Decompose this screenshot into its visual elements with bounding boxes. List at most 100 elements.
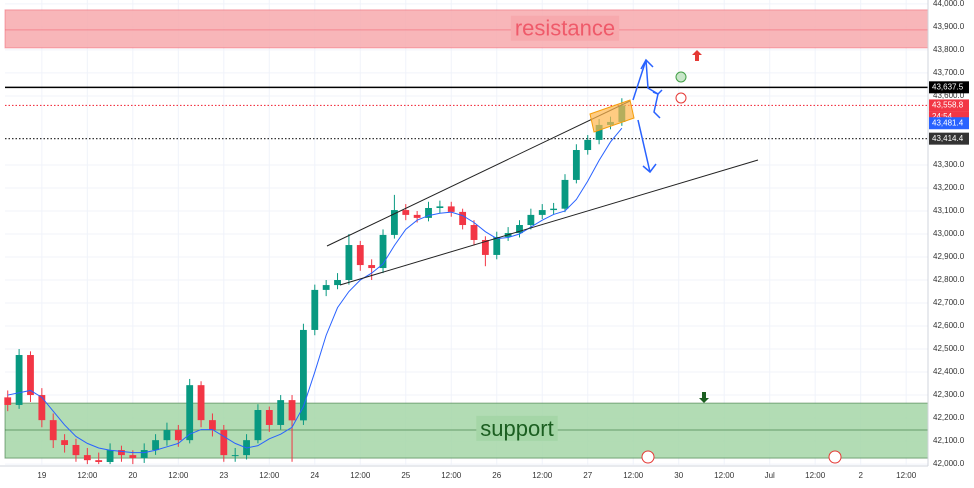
candle-body	[413, 214, 421, 218]
x-tick-label: 12:00	[441, 471, 462, 480]
y-tick-label: 43,800.0	[933, 45, 965, 54]
candle-body	[425, 207, 432, 218]
candle-body	[254, 410, 262, 441]
x-tick-label: 12:00	[259, 471, 280, 480]
x-tick-label: 12:00	[77, 471, 98, 480]
y-tick-label: 42,200.0	[933, 413, 965, 422]
candle-body	[163, 430, 171, 441]
price-label-bg	[929, 132, 969, 145]
candle-body	[61, 440, 69, 445]
candle-body	[527, 214, 535, 226]
x-tick-label: 12:00	[532, 471, 553, 480]
x-tick-label: 12:00	[896, 471, 917, 480]
candle-body	[83, 455, 91, 461]
candle-body	[470, 225, 478, 240]
projection-arrow	[637, 119, 651, 173]
up-arrow	[692, 50, 702, 61]
candle-body	[277, 400, 285, 425]
candle-body	[49, 420, 57, 441]
candle-body	[390, 210, 398, 235]
y-tick-label: 43,100.0	[933, 206, 965, 215]
axes: 42,000.0 42,100.0 42,200.0 42,300.0 42,400.0…	[37, 0, 969, 480]
candle-body	[459, 211, 467, 226]
price-label-bg	[929, 117, 969, 130]
candle-body	[402, 210, 410, 215]
zone-label-bg	[476, 415, 558, 441]
y-tick-label: 42,400.0	[933, 367, 965, 376]
price-label-bg	[929, 99, 969, 112]
zone-label-bg	[510, 15, 620, 41]
stop-circle	[675, 92, 687, 104]
candle-body	[231, 455, 239, 457]
candle-body	[38, 395, 46, 421]
candle-body	[106, 450, 114, 463]
candle-body	[493, 236, 501, 255]
candle-body	[538, 210, 546, 215]
candle-body	[220, 430, 228, 456]
candle-body	[368, 265, 376, 269]
x-tick-label: 12:00	[805, 471, 826, 480]
candle-body	[288, 400, 296, 421]
down-arrow	[699, 392, 709, 403]
zone	[4, 9, 929, 49]
candle-body	[209, 420, 216, 431]
candle-body	[27, 355, 34, 396]
y-tick-label: 42,700.0	[933, 298, 965, 307]
y-tick-label: 42,600.0	[933, 321, 965, 330]
zone-label: resistance	[515, 16, 615, 41]
candle-body	[561, 179, 569, 209]
candle-body	[118, 450, 125, 456]
x-tick-label: Jul	[765, 471, 775, 480]
candle-body	[4, 397, 12, 405]
arrow-head	[640, 58, 654, 70]
y-tick-label: 43,000.0	[933, 229, 965, 238]
candle-body	[345, 245, 353, 281]
candle-body	[322, 285, 330, 290]
price-label: 43,481.4	[932, 118, 964, 127]
y-tick-label: 42,300.0	[933, 390, 965, 399]
candle-body	[356, 245, 364, 266]
x-tick-label: 12:00	[623, 471, 644, 480]
x-tick-label: 30	[674, 471, 683, 480]
countdown: 24:54	[932, 112, 953, 121]
x-tick-label: 24	[310, 471, 319, 480]
projection-arrow	[632, 59, 661, 119]
x-tick-label: 25	[401, 471, 410, 480]
y-tick-label: 42,800.0	[933, 275, 965, 284]
x-tick-label: 20	[128, 471, 137, 480]
price-label: 43,414.4	[932, 134, 964, 143]
candle-body	[595, 124, 603, 140]
x-tick-label: 12:00	[350, 471, 371, 480]
zone-label: support	[480, 416, 553, 441]
price-label: 43,558.8	[932, 101, 964, 110]
target-circle	[675, 71, 687, 83]
x-tick-label: 12:00	[168, 471, 189, 480]
moving-average	[7, 127, 623, 454]
y-tick-label: 42,500.0	[933, 344, 965, 353]
y-tick-label: 43,300.0	[933, 160, 965, 169]
candle-body	[15, 355, 23, 405]
zone	[4, 402, 929, 459]
candle-body	[265, 410, 273, 425]
arrow-head	[642, 163, 657, 174]
price-label: 43,637.5	[932, 82, 964, 91]
candle-body	[436, 206, 444, 208]
candle-body	[152, 440, 159, 451]
event-flag	[828, 450, 842, 464]
countdown-bg	[929, 111, 969, 123]
candle-body	[174, 430, 182, 441]
y-tick-label: 42,100.0	[933, 436, 965, 445]
x-tick-label: 23	[219, 471, 228, 480]
candle-body	[550, 208, 558, 211]
candle-body	[584, 139, 592, 151]
candle-body	[95, 460, 103, 463]
y-tick-label: 44,000.0	[933, 0, 965, 8]
trend-line	[326, 100, 631, 247]
candle-body	[72, 444, 80, 456]
trend-line	[339, 159, 759, 286]
candle-body	[379, 234, 387, 269]
y-tick-label: 43,200.0	[933, 183, 965, 192]
drawings	[326, 50, 842, 464]
